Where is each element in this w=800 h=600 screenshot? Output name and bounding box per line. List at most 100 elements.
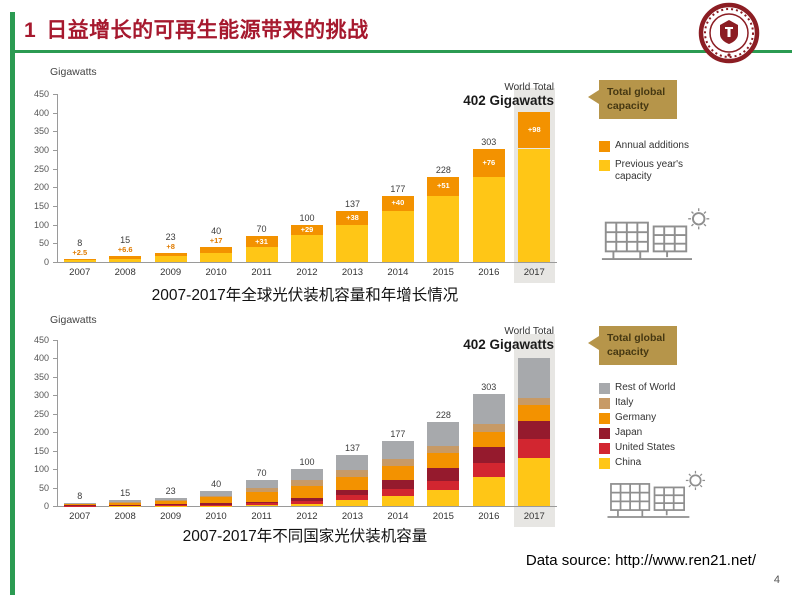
chart1-legend-callout: Total global capacity: [588, 80, 677, 120]
bar-total-label: 23: [165, 232, 176, 243]
bar-segment-china: [427, 489, 460, 506]
bar-total-label: 303: [481, 382, 497, 393]
callout-text: Total global capacity: [607, 332, 666, 358]
bar-segment-germany: [472, 431, 505, 447]
bar-segment-previous-year-s-capacity: [109, 258, 142, 262]
bar-segment-china: [472, 477, 505, 506]
x-axis-label: 2012: [296, 511, 318, 522]
bar-segment-italy: [200, 495, 233, 498]
y-axis-label: 50: [38, 238, 49, 249]
y-axis-tick: [53, 413, 57, 415]
bar-segment-previous-year-s-capacity: [336, 225, 369, 262]
bar-total-label: 228: [435, 409, 451, 420]
legend-item: China: [599, 457, 699, 469]
y-axis-tick: [53, 395, 57, 397]
bar-total-label: 70: [256, 223, 267, 234]
bar-segment-annual-additions: [472, 148, 505, 178]
bar-total-label: 100: [299, 457, 315, 468]
callout-arrow-icon: [588, 336, 599, 350]
legend-label: Germany: [615, 412, 657, 423]
bar-segment-japan: [336, 490, 369, 496]
x-axis-label: 2017: [523, 267, 545, 278]
y-axis-label: 400: [33, 353, 49, 364]
y-axis-tick: [53, 187, 57, 189]
bar-segment-japan: [109, 504, 142, 506]
x-axis-label: 2012: [296, 267, 318, 278]
bar-segment-china: [200, 505, 233, 507]
bar-total-label: 137: [344, 198, 360, 209]
x-axis-label: 2014: [387, 511, 409, 522]
legend-swatch: [599, 428, 610, 439]
bar-segment-germany: [291, 486, 323, 499]
bar-segment-annual-additions: [427, 176, 460, 196]
y-axis-tick: [53, 112, 57, 114]
y-axis-label: 200: [33, 427, 49, 438]
y-axis-label: 250: [33, 408, 49, 419]
y-axis-tick: [53, 450, 57, 452]
legend-label: Annual additions: [615, 140, 689, 151]
legend-item: Italy: [599, 397, 699, 409]
chart2-y-axis-title: Gigawatts: [50, 314, 97, 326]
y-axis-tick: [53, 487, 57, 489]
y-axis-label: 100: [33, 219, 49, 230]
x-axis-label: 2011: [251, 511, 272, 522]
bar-segment-previous-year-s-capacity: [63, 259, 96, 262]
bar-segment-united-states: [63, 505, 96, 507]
y-axis-tick: [53, 206, 57, 207]
university-seal-icon: [698, 2, 760, 64]
addition-label: +98: [527, 125, 541, 135]
bar-segment-annual-additions: [200, 247, 233, 254]
legend-label: Italy: [615, 397, 634, 408]
bar-segment-italy: [472, 424, 505, 432]
bar-segment-china: [518, 457, 551, 506]
bar-segment-germany: [336, 476, 369, 491]
bar-segment-rest-of-world: [336, 455, 369, 471]
bar-segment-rest-of-world: [427, 421, 460, 447]
bar-segment-united-states: [200, 504, 233, 506]
y-axis-tick: [53, 358, 57, 360]
chart1-y-axis-title: Gigawatts: [50, 66, 97, 78]
bar-segment-rest-of-world: [109, 500, 142, 503]
legend-swatch: [599, 398, 610, 409]
legend-swatch: [599, 458, 610, 469]
y-axis-tick: [53, 224, 57, 226]
y-axis-label: 300: [33, 390, 49, 401]
bar-segment-italy: [154, 500, 187, 501]
chart1-caption: 2007-2017年全球光伏装机容量和年增长情况: [151, 287, 459, 304]
world-total-label: World Total: [504, 326, 554, 337]
bar-segment-united-states: [381, 488, 414, 496]
bar-total-label: 100: [299, 212, 315, 223]
bar-segment-japan: [291, 498, 323, 501]
header-underline: [10, 50, 792, 53]
left-accent-bar: [10, 12, 15, 595]
bar-total-label: 70: [256, 468, 267, 479]
bar-segment-annual-additions: [245, 235, 278, 248]
bar-segment-rest-of-world: [518, 357, 551, 399]
bar-segment-italy: [63, 503, 96, 504]
x-axis-label: 2008: [114, 267, 136, 278]
addition-label: +40: [391, 198, 405, 208]
bar-segment-rest-of-world: [200, 491, 233, 496]
solar-panels-icon: [604, 470, 712, 529]
y-axis-label: 150: [33, 445, 49, 456]
addition-label: +51: [436, 181, 450, 191]
bar-segment-previous-year-s-capacity: [381, 210, 414, 262]
y-axis-tick: [53, 506, 57, 507]
bar-segment-previous-year-s-capacity: [518, 148, 551, 262]
y-axis-label: 100: [33, 464, 49, 475]
bar-segment-annual-additions: [154, 253, 187, 257]
bar-total-label: 40: [211, 479, 222, 490]
legend-label: Previous year's capacity: [615, 159, 684, 182]
x-axis-label: 2008: [114, 511, 136, 522]
bar-segment-annual-additions: [381, 195, 414, 211]
world-total-value: 402 Gigawatts: [463, 337, 554, 352]
y-axis-tick: [53, 150, 57, 151]
bar-segment-germany: [518, 405, 551, 421]
legend-item: Germany: [599, 412, 699, 424]
bar-segment-united-states: [427, 480, 460, 490]
bar-segment-italy: [245, 487, 278, 493]
x-axis-label: 2015: [432, 511, 454, 522]
addition-label: +29: [300, 225, 314, 235]
y-axis-tick: [53, 432, 57, 434]
